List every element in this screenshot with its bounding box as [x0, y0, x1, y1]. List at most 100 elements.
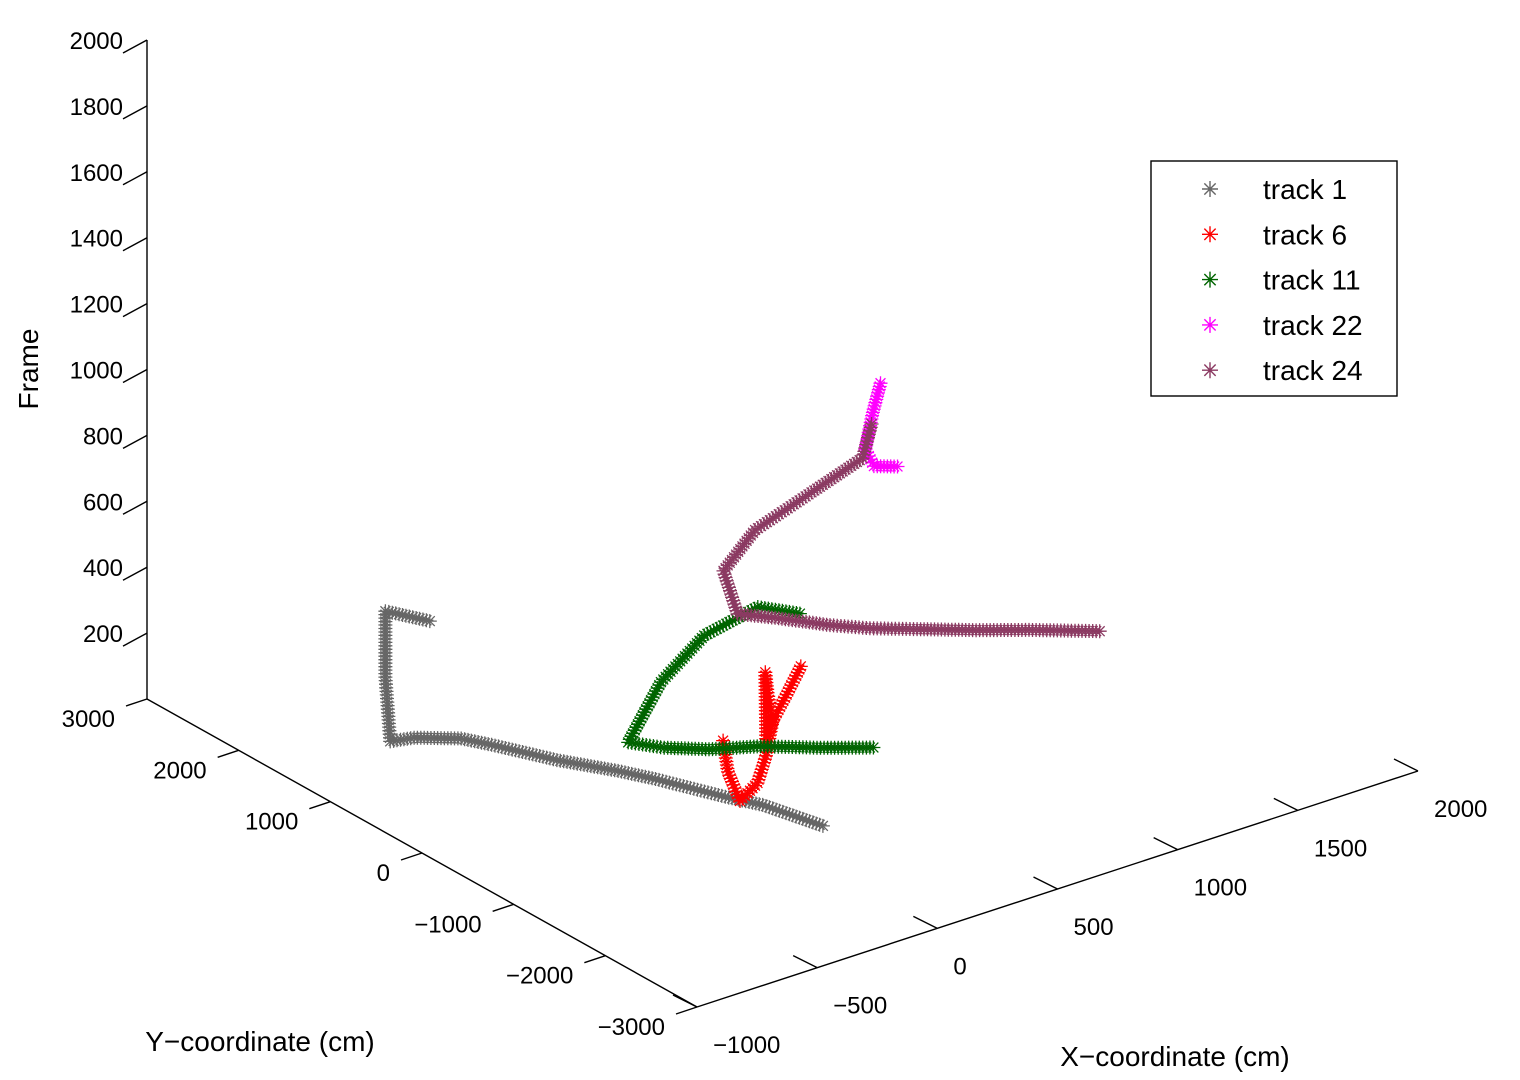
legend-marker [1202, 316, 1218, 333]
data-point [725, 613, 740, 628]
series-track-22 [858, 376, 905, 474]
data-point [726, 777, 741, 792]
data-point [789, 809, 804, 824]
legend-label: track 22 [1263, 310, 1363, 341]
x-tick [1153, 837, 1178, 851]
data-point [522, 746, 537, 761]
data-point [783, 499, 798, 514]
data-point [628, 767, 643, 782]
data-point [627, 723, 642, 738]
data-point [748, 523, 763, 537]
data-point [491, 739, 506, 754]
data-point [532, 749, 547, 763]
data-point [821, 474, 836, 488]
data-point [751, 521, 765, 536]
data-point [789, 668, 804, 683]
legend-label: track 6 [1263, 219, 1347, 250]
z-tick [122, 434, 148, 450]
data-point [755, 797, 770, 812]
data-point [624, 766, 639, 781]
data-point [642, 696, 657, 711]
data-point [621, 766, 636, 781]
data-point [792, 493, 807, 508]
data-point [539, 750, 554, 765]
data-point [395, 608, 410, 622]
data-point [757, 752, 772, 767]
data-point [855, 451, 870, 466]
y-tick [125, 698, 148, 707]
data-point [861, 427, 876, 442]
data-point [385, 605, 400, 620]
data-point [716, 618, 731, 633]
series-track-24 [716, 417, 1107, 639]
data-point [703, 625, 718, 640]
data-point [697, 784, 712, 799]
data-point [723, 771, 738, 786]
data-point [730, 606, 745, 621]
x-tick [1273, 797, 1299, 811]
legend: track 1 track 6 track 11 track 22 track 24 [1150, 160, 1398, 397]
data-point [647, 687, 662, 702]
data-point [388, 606, 403, 621]
data-point [754, 762, 769, 777]
data-point [775, 804, 790, 819]
data-point [755, 759, 770, 773]
data-point [652, 772, 666, 787]
z-tick [122, 368, 148, 384]
data-point [525, 747, 540, 762]
y-tick [492, 903, 514, 912]
data-point [779, 806, 794, 821]
data-point [763, 728, 777, 742]
x-tick-label: −1000 [713, 1032, 780, 1059]
data-point [872, 379, 887, 394]
z-tick-label: 2000 [70, 28, 123, 55]
y-tick [675, 1006, 698, 1015]
data-point [546, 752, 561, 767]
data-point [709, 621, 724, 636]
data-point [865, 405, 880, 420]
data-point [860, 445, 875, 460]
z-tick [122, 171, 148, 186]
x-tick-label: −500 [833, 993, 887, 1020]
data-point [764, 721, 779, 736]
data-point [868, 395, 883, 410]
x-tick [1393, 758, 1419, 772]
data-point [863, 420, 878, 435]
data-point [771, 703, 786, 717]
legend-label: track 1 [1263, 174, 1347, 205]
data-point [815, 818, 830, 833]
data-point [464, 733, 479, 748]
data-point [724, 587, 739, 601]
data-point [773, 699, 787, 714]
data-point [856, 447, 871, 462]
data-point [762, 800, 777, 815]
data-point [422, 614, 437, 629]
data-point [645, 771, 660, 786]
data-point [752, 769, 767, 784]
data-point [751, 772, 766, 787]
data-point [725, 774, 739, 789]
data-point [477, 736, 492, 751]
data-point [861, 430, 875, 445]
data-point [795, 811, 810, 826]
data-point [637, 705, 652, 720]
data-point [865, 455, 880, 470]
data-point [795, 491, 810, 506]
data-point [700, 785, 715, 800]
data-point [733, 794, 747, 808]
legend-marker [1202, 181, 1218, 197]
data-point [774, 696, 789, 711]
legend-marker [1202, 362, 1218, 379]
z-tick [122, 39, 148, 54]
data-point [494, 740, 509, 755]
data-point [866, 459, 881, 474]
data-point [543, 751, 557, 766]
data-point [672, 778, 687, 793]
data-point [655, 773, 670, 788]
data-point [768, 709, 783, 724]
data-point [693, 783, 708, 798]
data-point [730, 787, 745, 802]
data-point [785, 675, 800, 690]
data-point [617, 765, 632, 780]
